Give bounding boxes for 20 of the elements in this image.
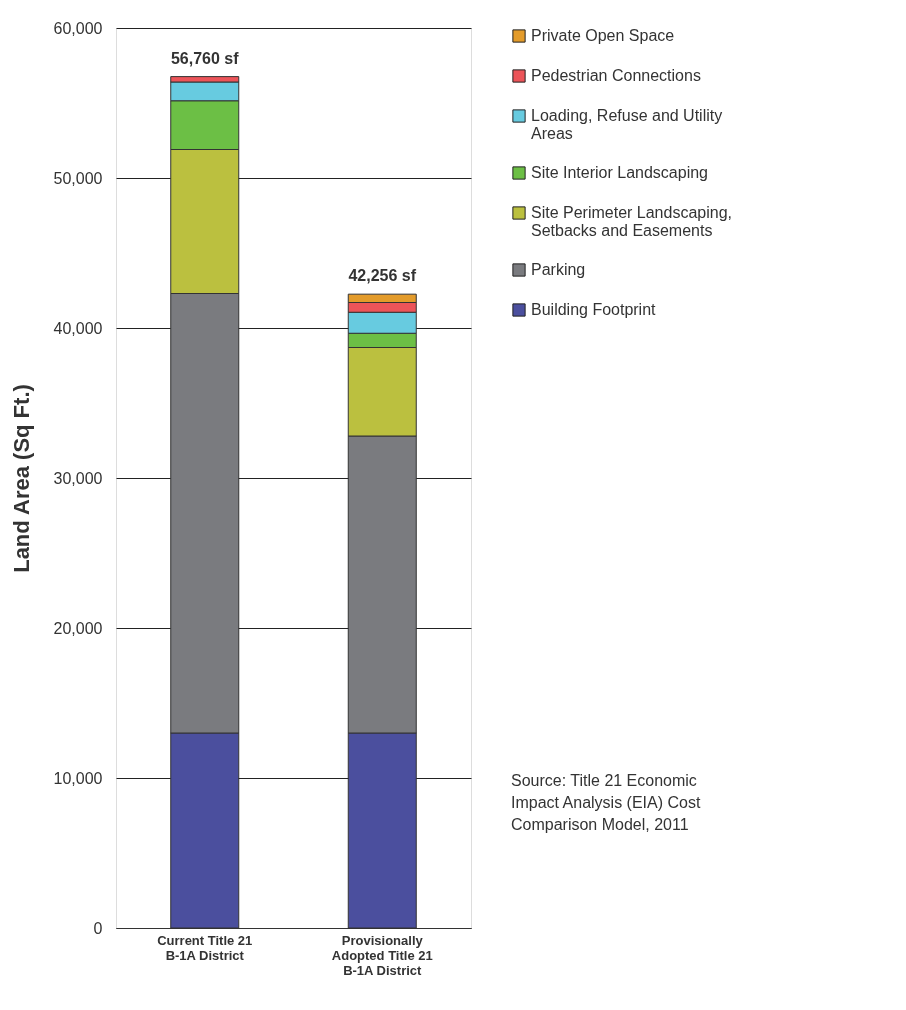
y-tick-label: 50,000 xyxy=(53,169,103,187)
y-axis-title: Land Area (Sq Ft.) xyxy=(8,384,34,573)
x-tick-label: Provisionally Adopted Title 21 B-1A District xyxy=(331,932,433,978)
y-tick-label: 0 xyxy=(93,919,103,937)
x-tick-label: Current Title 21 B-1A District xyxy=(157,932,253,963)
legend-label: Building Footprint xyxy=(531,301,657,318)
legend-label: Pedestrian Connections xyxy=(531,67,701,84)
y-tick-label: 40,000 xyxy=(53,319,103,337)
total-label: 42,256 sf xyxy=(348,267,417,285)
y-tick-label: 30,000 xyxy=(53,469,103,487)
y-tick-label: 20,000 xyxy=(53,619,103,637)
legend-label: Site Interior Landscaping xyxy=(531,164,708,181)
y-tick-label: 60,000 xyxy=(53,19,103,37)
total-label: 56,760 sf xyxy=(170,49,240,67)
y-tick-label: 10,000 xyxy=(53,769,103,787)
legend-label: Parking xyxy=(531,261,586,278)
legend-label: Site Perimeter Landscaping, Setbacks and Easements xyxy=(531,204,732,239)
legend-label: Private Open Space xyxy=(531,27,675,44)
source-note: Source: Title 21 Economic Impact Analysis (EIA) Cost Comparison Model, 2011 xyxy=(511,772,701,833)
legend-label: Loading, Refuse and Utility Areas xyxy=(531,107,723,142)
